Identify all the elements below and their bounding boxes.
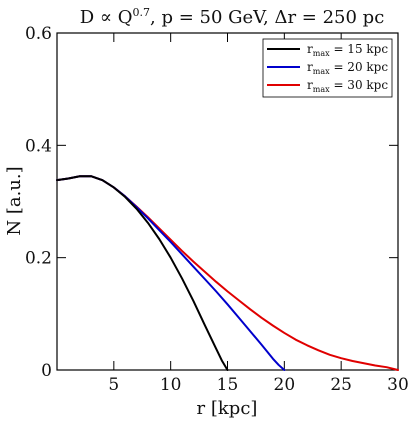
x-tick-label: 30 <box>387 375 409 395</box>
chart-title: D ∝ Q0.7, p = 50 GeV, Δr = 250 pc <box>80 6 385 28</box>
x-tick-label: 15 <box>217 375 239 395</box>
y-tick-label: 0 <box>41 361 52 381</box>
chart-title-suffix: , p = 50 GeV, Δr = 250 pc <box>150 7 384 28</box>
y-tick-label: 0.6 <box>25 24 52 44</box>
y-axis-label: N [a.u.] <box>4 166 25 235</box>
series-group <box>56 175 399 371</box>
legend: rmax = 15 kpc rmax = 20 kpc rmax = 30 kpc <box>262 38 393 98</box>
legend-label: rmax = 30 kpc <box>307 78 388 94</box>
legend-label: rmax = 20 kpc <box>307 60 388 76</box>
y-tick-label: 0.4 <box>25 136 52 156</box>
series-line <box>56 175 286 371</box>
series-line <box>56 175 229 371</box>
x-tick-label: 5 <box>108 375 119 395</box>
chart-title-prefix: D ∝ Q <box>80 7 133 28</box>
x-axis-label: r [kpc] <box>197 398 258 419</box>
tick-labels: 5 10 15 20 25 30 0 0.2 0.4 0.6 <box>25 24 409 395</box>
x-tick-label: 20 <box>274 375 296 395</box>
series-line <box>56 175 399 371</box>
legend-label: rmax = 15 kpc <box>307 42 388 58</box>
y-tick-label: 0.2 <box>25 249 52 269</box>
chart-title-exponent: 0.7 <box>133 6 151 19</box>
x-tick-label: 10 <box>160 375 182 395</box>
x-tick-label: 25 <box>330 375 352 395</box>
